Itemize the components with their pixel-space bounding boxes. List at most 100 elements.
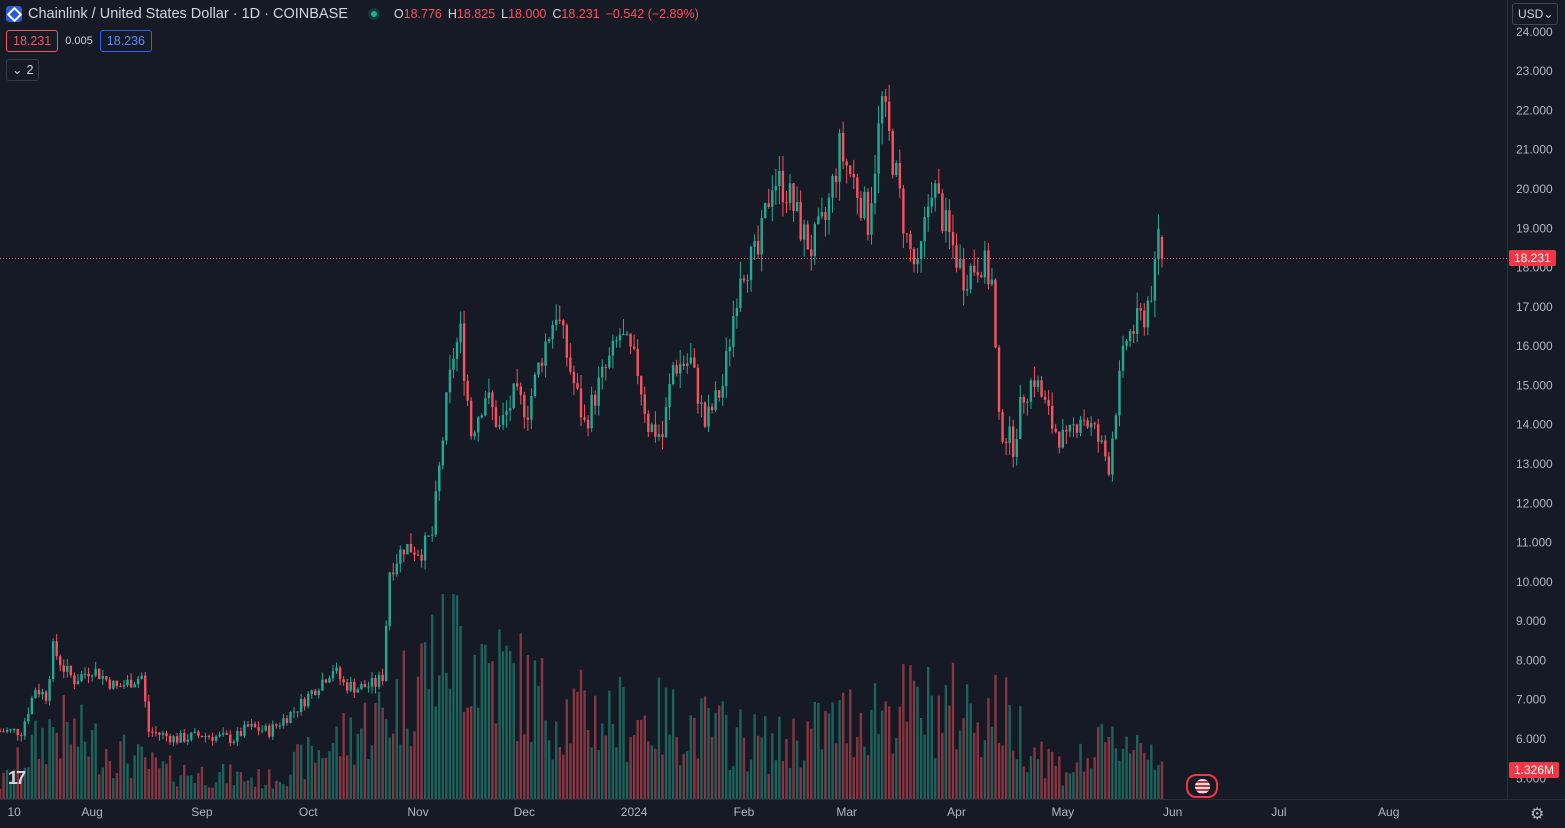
volume-bar xyxy=(756,735,760,799)
volume-bar xyxy=(572,688,576,799)
close-value: 18.231 xyxy=(561,7,600,21)
volume-bar xyxy=(1043,778,1047,799)
volume-bar xyxy=(849,689,852,799)
candle-body xyxy=(90,675,94,677)
candle-body xyxy=(20,735,23,737)
candle-body xyxy=(813,224,817,257)
volume-bar xyxy=(778,716,781,799)
candle-body xyxy=(640,376,643,395)
volume-bar xyxy=(101,767,104,799)
candle-body xyxy=(41,691,44,695)
symbol-title[interactable]: Chainlink / United States Dollar · 1D · … xyxy=(28,6,348,22)
candle-body xyxy=(431,534,434,536)
us-flag-icon[interactable] xyxy=(1186,774,1218,798)
gear-icon[interactable]: ⚙ xyxy=(1530,806,1545,823)
volume-bar xyxy=(664,687,668,799)
volume-bar xyxy=(161,761,165,799)
volume-bar xyxy=(108,761,112,799)
candle-body xyxy=(647,413,650,433)
volume-bar xyxy=(671,689,675,799)
volume-bar xyxy=(115,773,119,799)
volume-bar xyxy=(611,724,615,799)
volume-bar xyxy=(505,645,508,799)
candle-body xyxy=(544,341,547,366)
time-axis[interactable]: 10 Aug Sep Oct Nov Dec 2024 Feb Mar Apr May Jun Jul A… xyxy=(7,805,1399,819)
volume-bar xyxy=(678,765,682,799)
candle-body xyxy=(756,240,760,255)
price-tick-label: 24.000 xyxy=(1516,25,1553,39)
candle-body xyxy=(693,357,696,368)
candle-body xyxy=(140,675,143,679)
candle-body xyxy=(888,101,891,131)
candle-body xyxy=(73,675,76,685)
buy-button[interactable]: 18.236 xyxy=(99,30,152,52)
candle-body xyxy=(767,203,770,207)
high-label: H xyxy=(447,7,457,21)
candle-body xyxy=(1125,340,1128,346)
candle-body xyxy=(540,362,544,366)
candle-body xyxy=(16,729,19,736)
volume-bar xyxy=(140,746,143,799)
volume-bar xyxy=(221,763,225,799)
candle-body xyxy=(1107,456,1111,475)
candle-body xyxy=(5,730,9,732)
candle-body xyxy=(739,278,742,309)
candle-body xyxy=(696,367,700,404)
volume-bar xyxy=(590,747,593,799)
volume-bar xyxy=(973,732,976,799)
volume-bar xyxy=(934,758,937,799)
candle-body xyxy=(406,543,409,555)
volume-bar xyxy=(965,684,969,799)
candle-body xyxy=(37,690,41,695)
volume-bar xyxy=(41,727,44,799)
volume-bar xyxy=(799,767,802,799)
volume-bar xyxy=(34,720,37,799)
volume-bar xyxy=(1058,756,1061,799)
volume-bar xyxy=(785,738,788,799)
volume-bar xyxy=(367,759,370,799)
price-axis[interactable]: 24.00023.00022.00021.00020.00019.00018.0… xyxy=(1516,25,1553,785)
candle-body xyxy=(795,201,799,211)
volume-bar xyxy=(37,758,41,799)
volume-bar xyxy=(884,701,887,799)
candle-body xyxy=(654,424,657,437)
candle-body xyxy=(728,346,731,352)
candle-body xyxy=(168,736,172,743)
sell-button[interactable]: 18.231 xyxy=(6,30,59,52)
volume-bar xyxy=(593,695,597,799)
volume-bar xyxy=(926,666,930,799)
currency-selector[interactable]: USD ⌄ xyxy=(1512,3,1558,25)
volume-bar xyxy=(919,717,923,799)
candle-body xyxy=(622,334,625,336)
candle-body xyxy=(703,402,707,427)
volume-bar xyxy=(615,747,618,799)
chevron-down-icon: ⌄ xyxy=(12,63,23,77)
time-tick-label: May xyxy=(1051,805,1074,819)
volume-bar xyxy=(654,748,657,799)
candle-body xyxy=(275,724,278,726)
candle-body xyxy=(1086,420,1089,428)
candle-body xyxy=(87,673,90,677)
volume-bar xyxy=(27,767,30,799)
candle-body xyxy=(558,319,561,321)
volume-bar xyxy=(866,755,870,799)
volume-bar xyxy=(742,737,746,799)
tradingview-logo-icon[interactable]: 17 xyxy=(8,768,26,788)
volume-bar xyxy=(980,757,983,799)
market-status-icon[interactable] xyxy=(367,8,380,20)
volume-bar xyxy=(168,755,172,799)
volume-bar xyxy=(856,736,859,799)
candle-body xyxy=(1157,228,1160,260)
high-value: 18.825 xyxy=(456,7,496,21)
volume-bar xyxy=(112,778,115,799)
indicators-toggle-button[interactable]: ⌄ 2 xyxy=(6,59,40,81)
price-tick-label: 9.000 xyxy=(1516,614,1546,628)
volume-bar xyxy=(105,749,108,799)
volume-bar xyxy=(243,781,246,799)
volume-bar xyxy=(764,716,767,799)
time-tick-label: Apr xyxy=(947,805,966,819)
candle-body xyxy=(360,683,363,690)
volume-bar xyxy=(792,718,795,799)
volume-bar xyxy=(1097,726,1100,799)
